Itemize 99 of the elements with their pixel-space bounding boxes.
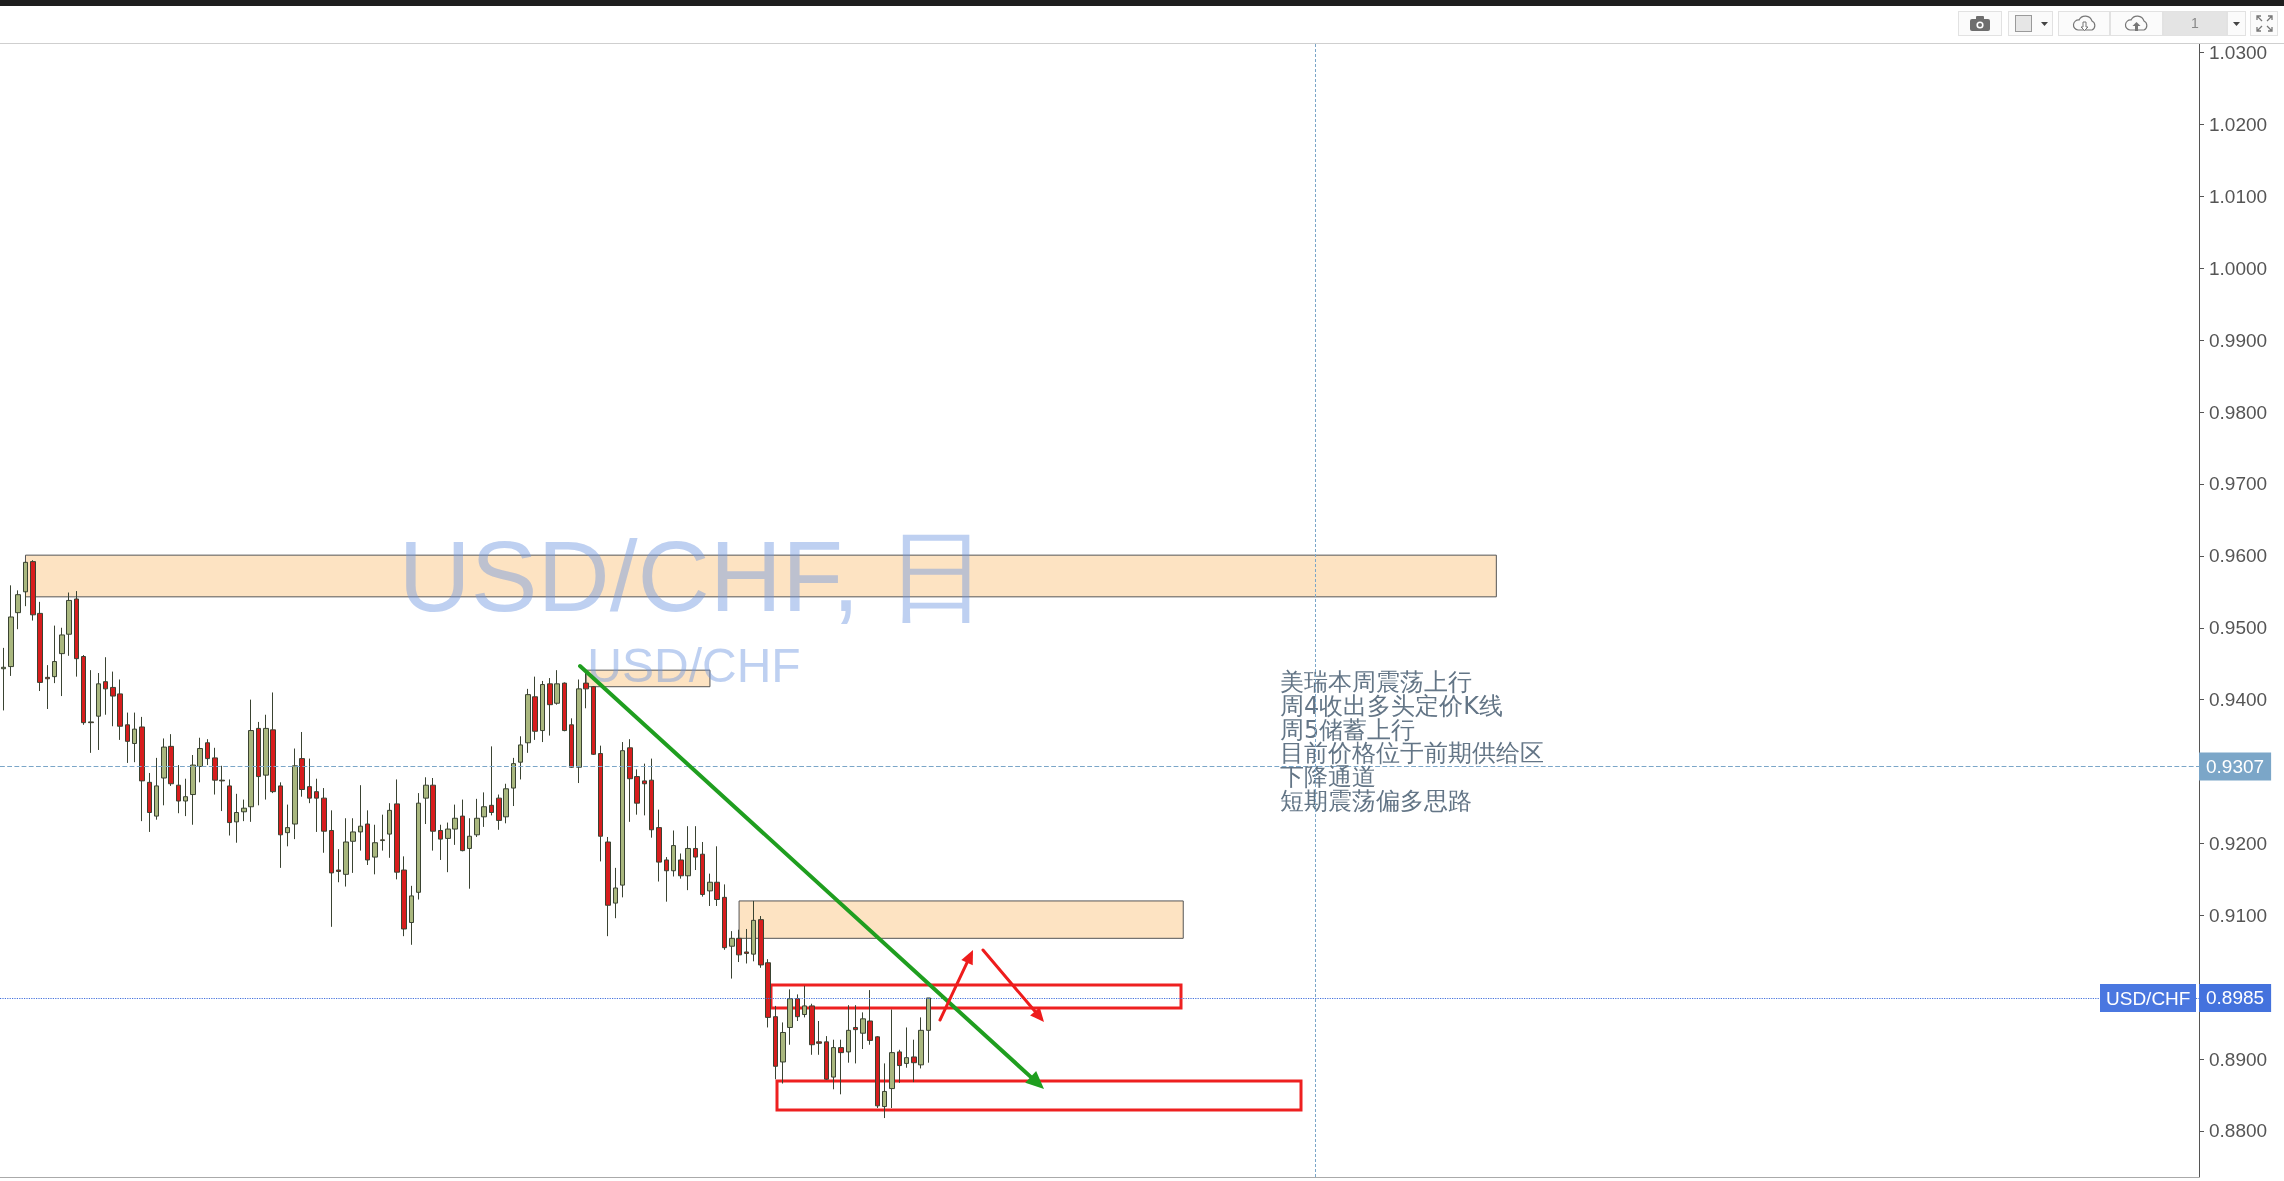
candlestick: [802, 985, 807, 1018]
candlestick: [700, 841, 705, 898]
candlestick: [751, 900, 756, 962]
candlestick: [329, 809, 334, 928]
candlestick: [569, 717, 574, 769]
candlestick: [45, 664, 50, 710]
candlestick: [248, 699, 254, 823]
candlestick: [365, 809, 370, 866]
y-tick-label: 0.9700: [2209, 473, 2268, 495]
candlestick: [664, 856, 669, 903]
candlestick: [824, 1035, 829, 1081]
candlestick: [81, 654, 86, 726]
candlestick: [372, 824, 378, 875]
candlestick: [52, 625, 57, 684]
y-tick-label: 1.0300: [2209, 42, 2268, 64]
candlestick: [256, 721, 261, 806]
candlestick: [853, 1004, 858, 1064]
candlestick: [387, 802, 392, 859]
candlestick: [336, 848, 341, 883]
candlestick: [518, 735, 523, 780]
candlestick: [227, 778, 232, 837]
candlestick: [8, 584, 14, 677]
y-tick-label: 0.9900: [2209, 329, 2268, 351]
candlestick: [460, 799, 465, 852]
candlestick: [722, 883, 727, 951]
candlestick: [882, 1062, 887, 1119]
annotation: USD/CHF: [2100, 983, 2197, 1012]
candlestick: [649, 758, 654, 839]
candlestick: [780, 1021, 786, 1085]
candlestick: [605, 836, 611, 937]
candlestick: [307, 758, 312, 804]
number-field: 1: [2163, 11, 2227, 36]
candlestick: [176, 764, 181, 814]
candlestick: [147, 772, 152, 833]
candlestick: [846, 1004, 851, 1064]
candlestick: [241, 799, 247, 822]
y-tick-label: 0.9800: [2209, 401, 2268, 423]
candlestick: [744, 928, 749, 964]
candlestick: [897, 1049, 902, 1084]
candlestick: [416, 792, 421, 900]
candlestick: [889, 1008, 895, 1109]
y-tick-label: 0.9400: [2209, 689, 2268, 711]
y-tick-label: 1.0100: [2209, 185, 2268, 207]
candlestick: [380, 814, 385, 852]
y-tick-label: 1.0200: [2209, 114, 2268, 136]
candlestick: [540, 680, 545, 743]
ref-line-label: 0.9307: [2206, 756, 2265, 777]
candlestick: [511, 757, 516, 807]
y-tick-label: 1.0000: [2209, 257, 2268, 279]
candlestick: [904, 1026, 909, 1069]
candlestick: [139, 716, 145, 822]
candlestick: [474, 798, 480, 838]
candlestick: [795, 993, 800, 1022]
candlestick: [613, 867, 618, 919]
ref-line-label: 0.8985: [2206, 987, 2265, 1009]
candlestick: [620, 741, 625, 898]
candlestick: [773, 1005, 778, 1080]
candlestick: [358, 784, 363, 852]
candlestick: [642, 763, 647, 816]
candlestick: [598, 745, 603, 862]
y-tick-label: 0.9200: [2209, 832, 2268, 854]
y-tick-label: 0.9100: [2209, 904, 2268, 926]
y-tick-label: 0.9600: [2209, 545, 2268, 567]
candlestick: [438, 824, 443, 861]
candlestick: [787, 988, 793, 1046]
candlestick: [125, 712, 130, 764]
candlestick: [154, 757, 159, 821]
candlestick: [489, 745, 494, 816]
candlestick: [1, 647, 6, 711]
candlestick: [183, 778, 188, 817]
candlestick: [205, 738, 210, 766]
candlestick: [875, 1035, 880, 1109]
y-tick-label: 0.9500: [2209, 617, 2268, 639]
candlestick: [831, 1039, 836, 1090]
candlestick: [693, 825, 698, 871]
candlestick: [838, 1039, 844, 1095]
candlestick: [562, 681, 567, 732]
candlestick: [278, 781, 283, 869]
candlestick: [88, 669, 94, 754]
candlestick: [314, 778, 319, 833]
candlestick: [409, 885, 414, 946]
candlestick: [467, 817, 472, 890]
y-tick-label: 0.8900: [2209, 1048, 2268, 1070]
candlestick: [74, 590, 79, 678]
candlestick: [481, 791, 487, 828]
candlestick: [96, 672, 101, 751]
candlestick: [671, 829, 676, 877]
candlestick: [656, 809, 662, 883]
y-tick-label: 0.8800: [2209, 1120, 2268, 1142]
candlestick: [285, 804, 290, 847]
candlestick: [23, 561, 28, 607]
text: USD/CHF: [587, 638, 801, 692]
candlestick: [926, 997, 931, 1064]
candlestick: [234, 793, 239, 844]
candlestick: [132, 712, 137, 763]
candlestick: [15, 589, 21, 630]
candlestick: [103, 656, 108, 716]
candlestick: [591, 685, 596, 756]
candlestick: [321, 787, 327, 854]
